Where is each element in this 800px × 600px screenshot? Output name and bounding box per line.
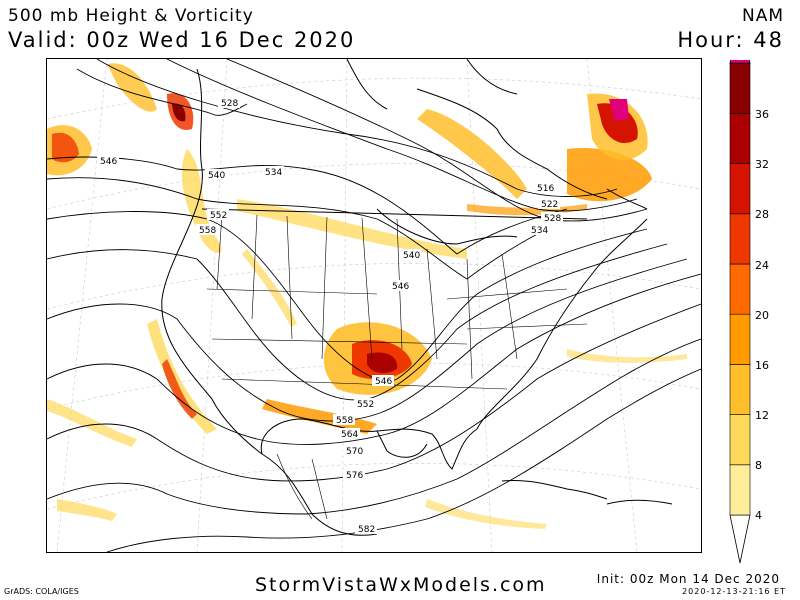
contour-label: 534 (265, 168, 282, 178)
colorbar: 36 32 28 24 20 16 12 8 4 (729, 60, 769, 564)
forecast-hour: Hour: 48 (677, 28, 784, 52)
contour-label: 546 (100, 157, 117, 167)
contour-label: 540 (208, 171, 225, 181)
generation-timestamp: 2020-12-13-21:16 ET (682, 587, 786, 596)
colorbar-block (729, 62, 751, 114)
contour-label: 582 (358, 525, 375, 535)
contour-label: 540 (403, 251, 420, 261)
chart-title: 500 mb Height & Vorticity (8, 6, 254, 26)
colorbar-tick-label: 24 (755, 259, 769, 272)
contour-labels: 528 546 540 534 552 558 540 546 516 522 … (97, 97, 563, 535)
grads-credit: GrADS: COLA/IGES (4, 587, 79, 596)
contour-label: 576 (346, 471, 363, 481)
colorbar-tick-label: 36 (755, 108, 769, 121)
colorbar-tick-label: 20 (755, 309, 769, 322)
contour-label: 528 (544, 214, 561, 224)
contour-label: 528 (221, 99, 238, 109)
contour-label: 558 (199, 226, 216, 236)
site-credit: StormVistaWxModels.com (255, 574, 547, 596)
colorbar-ticks: 36 32 28 24 20 16 12 8 4 (755, 108, 769, 522)
valid-time: Valid: 00z Wed 16 Dec 2020 (8, 28, 356, 52)
contour-label: 552 (357, 400, 374, 410)
contour-label: 546 (392, 282, 409, 292)
init-time: Init: 00z Mon 14 Dec 2020 (596, 572, 780, 586)
colorbar-block (729, 414, 751, 466)
colorbar-block (729, 263, 751, 315)
colorbar-block (729, 163, 751, 215)
contour-label: 570 (346, 447, 363, 457)
colorbar-block (729, 313, 751, 365)
contour-label: 546 (375, 377, 392, 387)
weather-map: 528 546 540 534 552 558 540 546 516 522 … (46, 58, 702, 553)
colorbar-high-arrow (729, 60, 751, 64)
contour-label: 522 (541, 200, 558, 210)
contour-label: 558 (336, 416, 353, 426)
map-canvas: 528 546 540 534 552 558 540 546 516 522 … (47, 59, 701, 552)
colorbar-low-arrow (729, 514, 751, 564)
colorbar-block (729, 213, 751, 265)
colorbar-tick-label: 32 (755, 158, 769, 171)
colorbar-block (729, 464, 751, 516)
colorbar-tick-label: 4 (755, 509, 762, 522)
colorbar-block (729, 113, 751, 164)
contour-label: 564 (341, 430, 358, 440)
colorbar-tick-label: 8 (755, 459, 762, 472)
contour-label: 552 (210, 211, 227, 221)
model-name: NAM (741, 6, 784, 26)
colorbar-tick-label: 12 (755, 409, 769, 422)
vorticity-shading (47, 63, 687, 529)
contour-label: 516 (537, 184, 554, 194)
colorbar-tick-label: 28 (755, 208, 769, 221)
colorbar-block (729, 364, 751, 415)
contour-label: 534 (531, 226, 548, 236)
colorbar-blocks (729, 60, 751, 564)
colorbar-tick-label: 16 (755, 359, 769, 372)
